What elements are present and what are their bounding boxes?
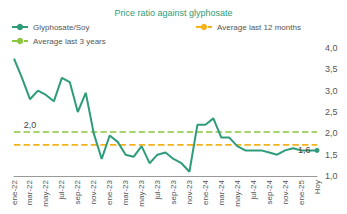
- svg-text:sep-22: sep-22: [73, 179, 82, 204]
- svg-text:1,6: 1,6: [298, 145, 311, 155]
- svg-text:jul-22: jul-22: [57, 179, 66, 200]
- svg-text:mar-22: mar-22: [25, 179, 34, 205]
- svg-text:nov-23: nov-23: [185, 179, 194, 204]
- svg-text:3,0: 3,0: [325, 86, 338, 96]
- svg-text:1,5: 1,5: [325, 150, 338, 160]
- svg-text:ene-22: ene-22: [10, 179, 19, 204]
- svg-text:1,0: 1,0: [325, 171, 338, 181]
- svg-text:jul-23: jul-23: [153, 179, 162, 200]
- svg-text:Glyphosate/Soy: Glyphosate/Soy: [33, 23, 89, 32]
- svg-text:may-22: may-22: [41, 179, 50, 206]
- svg-text:ene-24: ene-24: [201, 179, 210, 204]
- svg-text:Average last 12 months: Average last 12 months: [217, 23, 301, 32]
- svg-text:Hoy: Hoy: [313, 180, 322, 194]
- svg-text:jul-24: jul-24: [249, 179, 258, 200]
- svg-text:2,0: 2,0: [325, 128, 338, 138]
- svg-text:mar-24: mar-24: [217, 179, 226, 205]
- svg-text:Price ratio against glyphosate: Price ratio against glyphosate: [114, 8, 232, 18]
- svg-text:4,0: 4,0: [325, 43, 338, 53]
- svg-text:2,0: 2,0: [24, 120, 37, 130]
- svg-text:2,5: 2,5: [325, 107, 338, 117]
- svg-text:may-23: may-23: [137, 179, 146, 206]
- svg-text:mar-23: mar-23: [121, 179, 130, 205]
- svg-text:3,5: 3,5: [325, 64, 338, 74]
- svg-text:may-24: may-24: [233, 179, 242, 206]
- svg-text:sep-24: sep-24: [265, 179, 274, 204]
- svg-text:sep-23: sep-23: [169, 179, 178, 204]
- svg-text:ene-25: ene-25: [297, 179, 306, 204]
- svg-text:nov-22: nov-22: [89, 179, 98, 204]
- svg-text:nov-24: nov-24: [281, 179, 290, 204]
- svg-text:ene-23: ene-23: [105, 179, 114, 204]
- svg-text:Average last 3 years: Average last 3 years: [33, 37, 106, 46]
